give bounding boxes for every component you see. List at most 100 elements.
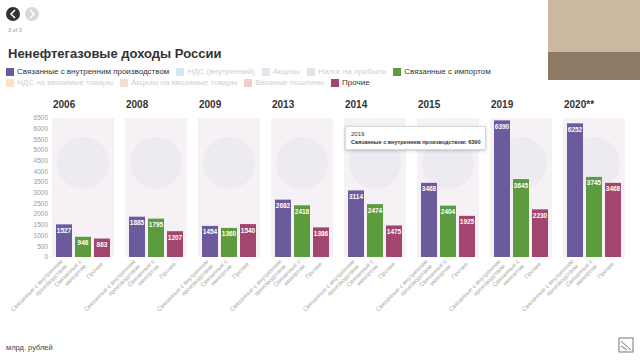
chart: 3 of 3Ненефтегазовые доходы России050010… — [0, 0, 640, 360]
legend-swatch — [331, 79, 339, 87]
bar — [605, 183, 621, 257]
data-label: 2230 — [533, 212, 548, 219]
y-tick-label: 3000 — [34, 189, 49, 196]
legend-label: Прочие — [342, 78, 370, 88]
bar — [440, 206, 456, 257]
x-tick-label: Связанные симпортом — [345, 258, 379, 292]
y-tick-label: 5500 — [34, 136, 49, 143]
legend-label: Связанные с импортом — [404, 67, 490, 77]
x-tick-label: Связанные с внутреннимпроизводством — [156, 258, 215, 317]
bar — [513, 179, 529, 257]
x-tick-label: Связанные симпортом — [418, 258, 452, 292]
legend-swatch — [393, 68, 401, 76]
nav-back[interactable] — [6, 7, 20, 21]
legend-swatch — [176, 68, 184, 76]
data-label: 2682 — [276, 202, 291, 209]
y-tick-label: 4500 — [34, 157, 49, 164]
nav-counter: 3 of 3 — [8, 27, 22, 33]
x-tick-label: Прочие — [231, 260, 250, 279]
data-label: 1925 — [460, 218, 475, 225]
logo — [619, 338, 633, 352]
bar — [240, 224, 256, 257]
logo-mark — [621, 341, 631, 350]
x-tick-label-line: импортом — [429, 263, 453, 287]
data-label: 1386 — [314, 230, 329, 237]
data-label: 2474 — [368, 207, 383, 214]
bar — [567, 123, 583, 257]
x-tick-label-line: Прочие — [596, 260, 615, 279]
x-tick-label-line: импортом — [502, 263, 526, 287]
panel-background — [490, 118, 552, 257]
legend-swatch — [307, 68, 315, 76]
legend-label: Акцизы на ввозимые товары — [131, 78, 237, 88]
legend-item: Акцизы — [262, 67, 300, 77]
x-tick-label: Связанные симпортом — [199, 258, 233, 292]
bar — [202, 226, 218, 257]
legend-item: Связанные с внутренним производством — [6, 67, 169, 77]
x-tick-label-line: импортом — [137, 263, 161, 287]
x-tick-label: Связанные с внутреннимпроизводством — [10, 258, 69, 317]
x-tick-label: Прочие — [158, 260, 177, 279]
y-tick-label: 6500 — [34, 114, 49, 121]
panel-header: 2020** — [564, 99, 594, 110]
data-label: 1207 — [168, 234, 183, 241]
data-label: 3468 — [422, 185, 437, 192]
legend: Связанные с внутренним производствомНДС … — [6, 67, 546, 88]
bar — [313, 227, 329, 257]
bar — [275, 200, 291, 257]
x-tick-label: Связанные симпортом — [53, 258, 87, 292]
x-tick-label: Связанные симпортом — [564, 258, 598, 292]
x-tick-label-line: импортом — [210, 263, 234, 287]
panel-header: 2015 — [418, 99, 441, 110]
bar — [586, 177, 602, 257]
legend-item: Акцизы на ввозимые товары — [120, 78, 237, 88]
x-tick-label: Прочие — [304, 260, 323, 279]
panel-background — [198, 118, 260, 257]
data-label: 3114 — [349, 193, 363, 200]
panel-background — [563, 118, 625, 257]
bar — [129, 217, 145, 257]
x-tick-label: Связанные симпортом — [126, 258, 160, 292]
y-tick-label: 0 — [44, 253, 48, 260]
bar — [494, 120, 510, 257]
bar — [221, 228, 237, 257]
x-tick-label: Связанные с внутреннимпроизводством — [375, 258, 434, 317]
legend-swatch — [6, 79, 14, 87]
panel-decoration — [203, 137, 255, 189]
legend-item: Налог на прибыль — [307, 67, 386, 77]
data-label: 6390 — [495, 123, 510, 130]
panel-header: 2008 — [126, 99, 149, 110]
x-tick-label: Прочие — [85, 260, 104, 279]
nav-back-arrow — [11, 10, 15, 18]
legend-item: Прочие — [331, 78, 370, 88]
legend-label: Связанные с внутренним производством — [17, 67, 169, 77]
legend-label: НДС на ввозимые товары — [17, 78, 113, 88]
bar — [532, 209, 548, 257]
y-tick-label: 2500 — [34, 200, 49, 207]
x-tick-label-line: импортом — [64, 263, 88, 287]
x-tick-label: Связанные с внутреннимпроизводством — [83, 258, 142, 317]
x-tick-label: Прочие — [523, 260, 542, 279]
data-label: 863 — [97, 241, 108, 248]
data-label: 3645 — [514, 182, 529, 189]
x-tick-label: Связанные с внутреннимпроизводством — [521, 258, 580, 317]
legend-item: НДС (внутренний) — [176, 67, 255, 77]
panel-header: 2006 — [53, 99, 76, 110]
legend-label: Акцизы — [273, 67, 300, 77]
x-tick-label: Прочие — [377, 260, 396, 279]
bar — [167, 231, 183, 257]
data-label: 946 — [78, 239, 89, 246]
x-tick-label-line: импортом — [283, 263, 307, 287]
data-label: 2418 — [295, 208, 310, 215]
legend-label: Ввозные пошлины — [255, 78, 324, 88]
x-tick-label-line: Прочие — [450, 260, 469, 279]
x-tick-label: Связанные с внутреннимпроизводством — [302, 258, 361, 317]
data-label: 1795 — [149, 221, 164, 228]
panel-header: 2019 — [491, 99, 514, 110]
bar — [367, 204, 383, 257]
nav-forward[interactable] — [25, 7, 39, 21]
x-tick-label: Связанные симпортом — [491, 258, 525, 292]
x-tick-label-line: Прочие — [304, 260, 323, 279]
panel-decoration — [130, 137, 182, 189]
legend-label: Налог на прибыль — [318, 67, 386, 77]
